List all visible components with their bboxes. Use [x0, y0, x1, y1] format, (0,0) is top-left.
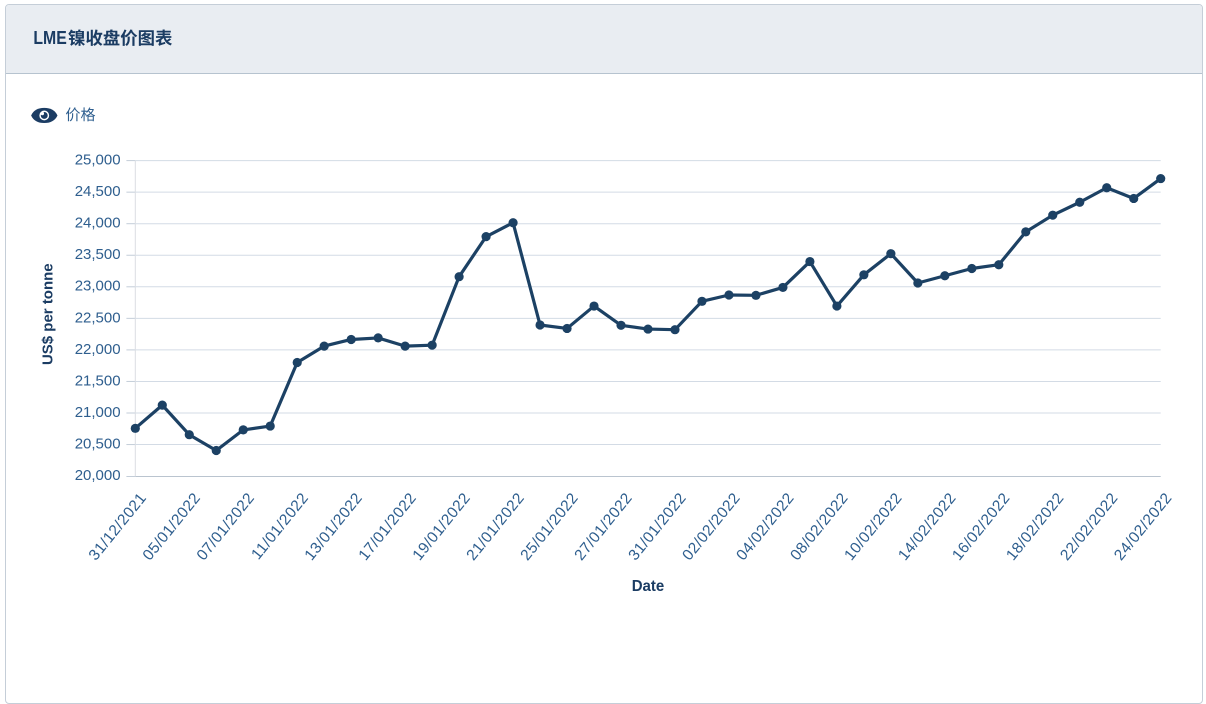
svg-text:LME: LME: [33, 28, 66, 48]
svg-text:20,000: 20,000: [75, 467, 121, 484]
svg-text:25,000: 25,000: [75, 152, 121, 169]
svg-text:US$ per tonne: US$ per tonne: [39, 263, 56, 365]
svg-text:22,500: 22,500: [75, 309, 121, 326]
svg-text:23,000: 23,000: [75, 278, 121, 295]
svg-text:24,000: 24,000: [75, 215, 121, 232]
svg-text:24,500: 24,500: [75, 183, 121, 200]
svg-text:20,500: 20,500: [75, 435, 121, 452]
svg-text:21,000: 21,000: [75, 404, 121, 421]
svg-text:22,000: 22,000: [75, 341, 121, 358]
svg-text:23,500: 23,500: [75, 246, 121, 263]
svg-text:21,500: 21,500: [75, 372, 121, 389]
svg-text:Date: Date: [632, 578, 665, 595]
